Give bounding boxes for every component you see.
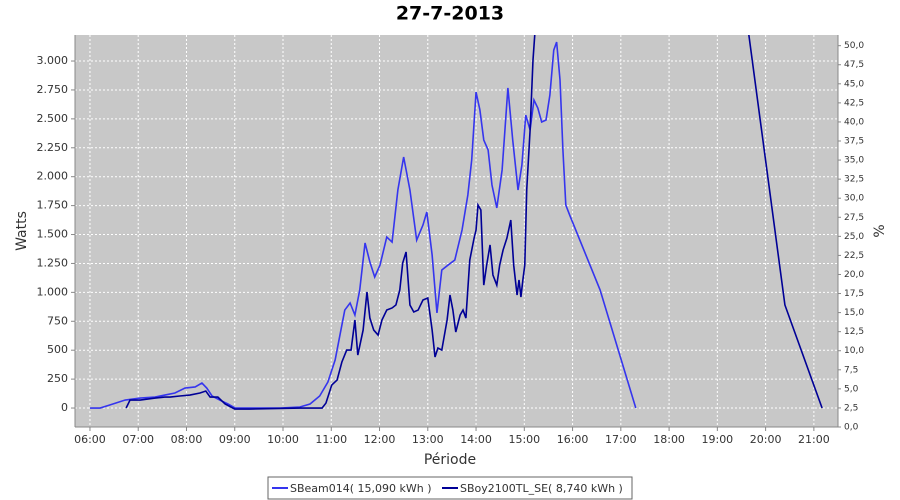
y2-axis-label: % xyxy=(872,224,888,237)
series-line xyxy=(125,35,823,410)
y2-tick-label: 7,5 xyxy=(844,365,858,375)
y2-tick-label: 32,5 xyxy=(844,175,864,185)
y2-tick-label: 17,5 xyxy=(844,289,864,299)
y-tick-label: 1.000 xyxy=(37,285,69,298)
y2-tick-label: 50,0 xyxy=(844,41,864,51)
y-tick-label: 1.250 xyxy=(37,256,69,269)
x-tick-label: 07:00 xyxy=(122,433,154,446)
x-tick-label: 08:00 xyxy=(171,433,203,446)
y2-tick-label: 37,5 xyxy=(844,137,864,147)
y-tick-label: 250 xyxy=(47,372,68,385)
y2-tick-label: 25,0 xyxy=(844,232,864,242)
x-tick-label: 10:00 xyxy=(267,433,299,446)
x-tick-label: 13:00 xyxy=(412,433,444,446)
legend-label: SBoy2100TL_SE( 8,740 kWh ) xyxy=(460,482,623,495)
x-tick-label: 16:00 xyxy=(557,433,589,446)
y2-tick-label: 30,0 xyxy=(844,194,864,204)
y2-tick-label: 42,5 xyxy=(844,98,864,108)
x-tick-label: 06:00 xyxy=(74,433,106,446)
y2-tick-label: 10,0 xyxy=(844,346,864,356)
y2-tick-label: 22,5 xyxy=(844,251,864,261)
y2-tick-label: 0,0 xyxy=(844,423,859,433)
y-tick-label: 1.750 xyxy=(37,199,69,212)
x-tick-label: 20:00 xyxy=(750,433,782,446)
y2-tick-label: 47,5 xyxy=(844,60,864,70)
y2-tick-label: 12,5 xyxy=(844,327,864,337)
y2-tick-label: 2,5 xyxy=(844,403,858,413)
y-tick-label: 2.500 xyxy=(37,112,69,125)
lines xyxy=(89,35,823,410)
y-tick-label: 2.750 xyxy=(37,83,69,96)
x-tick-label: 12:00 xyxy=(364,433,396,446)
x-tick-label: 17:00 xyxy=(605,433,637,446)
x-tick-label: 21:00 xyxy=(798,433,830,446)
y2-tick-label: 20,0 xyxy=(844,270,864,280)
x-axis-label: Période xyxy=(424,452,476,468)
x-tick-label: 09:00 xyxy=(219,433,251,446)
y-tick-label: 2.000 xyxy=(37,170,69,183)
y2-tick-label: 15,0 xyxy=(844,308,864,318)
x-tick-label: 15:00 xyxy=(508,433,540,446)
y2-tick-label: 5,0 xyxy=(844,384,859,394)
y-tick-label: 3.000 xyxy=(37,54,69,67)
y-tick-label: 500 xyxy=(47,343,68,356)
plot-area xyxy=(75,35,838,427)
y-tick-label: 750 xyxy=(47,314,68,327)
y2-tick-label: 40,0 xyxy=(844,117,864,127)
y-tick-label: 0 xyxy=(61,401,68,414)
y-tick-label: 2.250 xyxy=(37,141,69,154)
x-tick-label: 18:00 xyxy=(653,433,685,446)
y2-tick-label: 35,0 xyxy=(844,156,864,166)
x-tick-label: 19:00 xyxy=(701,433,733,446)
x-tick-label: 14:00 xyxy=(460,433,492,446)
y-axis-label: Watts xyxy=(14,211,30,251)
y2-tick-label: 27,5 xyxy=(844,213,864,223)
y-tick-label: 1.500 xyxy=(37,228,69,241)
chart-title: 27-7-2013 xyxy=(396,3,504,25)
y2-tick-label: 45,0 xyxy=(844,79,864,89)
x-tick-label: 11:00 xyxy=(315,433,347,446)
legend-label: SBeam014( 15,090 kWh ) xyxy=(290,482,432,495)
